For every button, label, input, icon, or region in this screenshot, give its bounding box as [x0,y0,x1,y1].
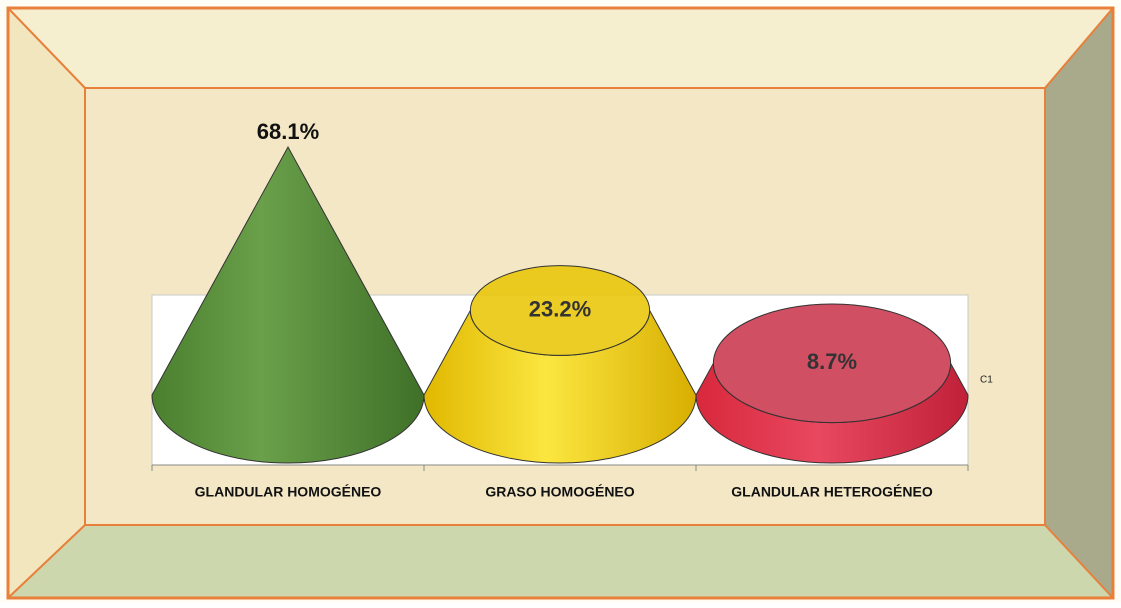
value-label: 68.1% [257,119,319,144]
bevel-top [8,8,1113,88]
value-label: 8.7% [807,349,857,374]
frame [6,6,1115,600]
frame-corner [7,7,86,89]
cone-top [712,303,952,424]
x-tick-label: GLANDULAR HETEROGÉNEO [731,484,933,500]
x-tick-label: GLANDULAR HOMOGÉNEO [195,484,382,500]
cone-top [469,265,651,356]
series-label: C1 [980,375,993,386]
bevel-bottom [8,525,1113,598]
bevel-left [8,8,85,598]
value-label: 23.2% [529,296,591,321]
x-tick-label: GRASO HOMOGÉNEO [485,484,634,500]
frame-corner [1044,524,1114,599]
frame-corner [7,524,86,599]
frame-corner [1044,7,1114,89]
bevel-right [1045,8,1113,598]
cone [151,145,425,464]
